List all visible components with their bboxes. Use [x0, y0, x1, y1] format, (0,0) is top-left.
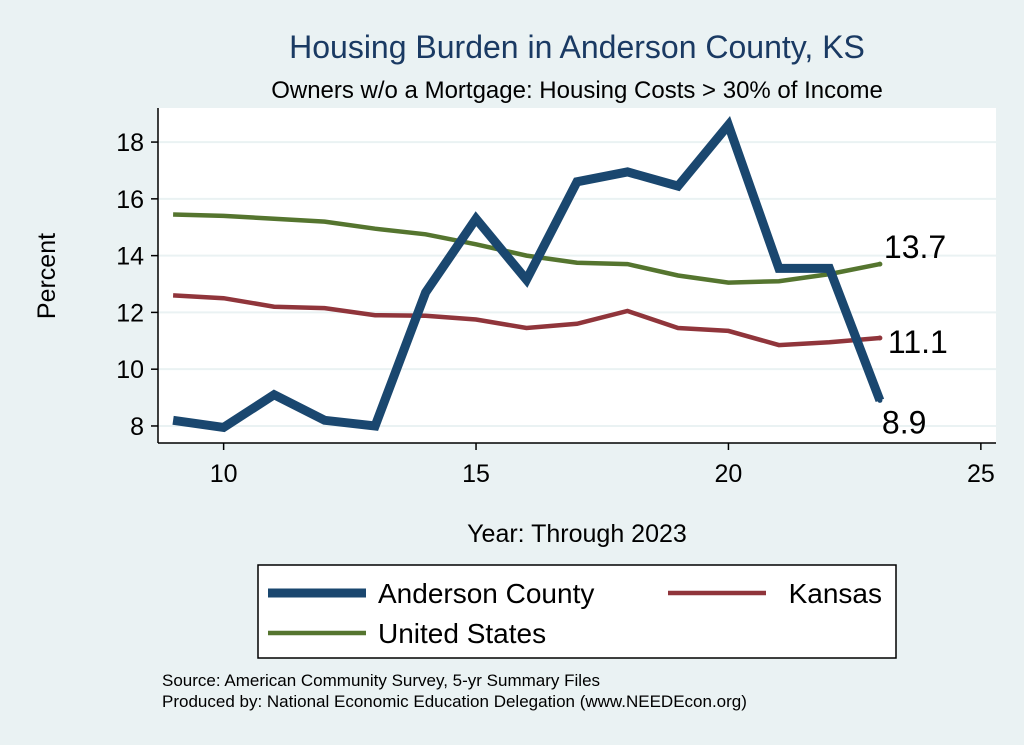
- end-label-anderson-county: 8.9: [882, 404, 926, 440]
- x-tick-label: 25: [967, 460, 995, 488]
- series-lines: [172, 115, 885, 433]
- y-tick-label: 8: [130, 413, 144, 441]
- x-tick-label: 20: [715, 460, 743, 488]
- y-tick-label: 16: [116, 186, 144, 214]
- y-axis-title: Percent: [33, 233, 61, 319]
- series-line-kansas: [172, 293, 881, 348]
- y-tick-label: 10: [116, 356, 144, 384]
- series-end-marker: [877, 335, 883, 341]
- y-tick-label: 12: [116, 299, 144, 327]
- legend-label: United States: [378, 618, 546, 649]
- legend-box: [257, 564, 897, 659]
- legend: Anderson County Kansas United States: [268, 578, 882, 649]
- produced-note: Produced by: National Economic Education…: [162, 692, 747, 711]
- axes: 8 10 12 14 16 18 10 15 20 25: [116, 108, 996, 488]
- x-tick-label: 10: [210, 460, 238, 488]
- chart-title: Housing Burden in Anderson County, KS: [289, 29, 865, 65]
- series-end-marker: [877, 261, 883, 267]
- end-labels: 8.9 11.1 13.7: [882, 229, 948, 440]
- chart-subtitle: Owners w/o a Mortgage: Housing Costs > 3…: [271, 77, 883, 104]
- legend-label: Kansas: [789, 578, 882, 609]
- y-tick-label: 18: [116, 129, 144, 157]
- series-line-united-states: [173, 212, 881, 285]
- end-label-kansas: 11.1: [888, 324, 948, 360]
- legend-label: Anderson County: [378, 578, 594, 609]
- x-tick-label: 15: [462, 460, 490, 488]
- source-note: Source: American Community Survey, 5-yr …: [162, 671, 600, 690]
- x-axis-title: Year: Through 2023: [467, 520, 687, 548]
- y-tick-label: 14: [116, 243, 144, 271]
- plot-area: [158, 108, 996, 443]
- series-end-marker: [877, 397, 883, 403]
- series-line-anderson-county: [172, 115, 885, 433]
- gridlines: [158, 141, 996, 427]
- end-label-united-states: 13.7: [884, 229, 946, 265]
